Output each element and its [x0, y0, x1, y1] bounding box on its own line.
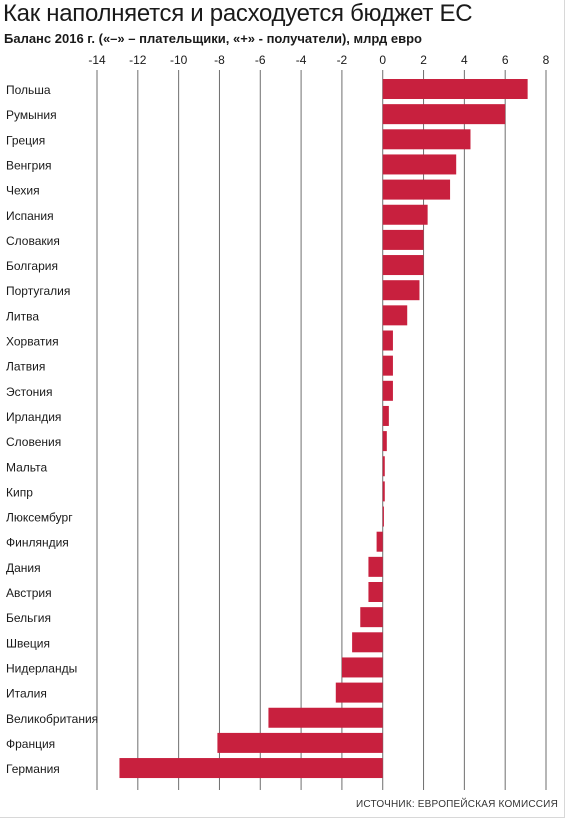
x-tick-label: -14 — [88, 53, 106, 67]
x-tick-label: -4 — [296, 53, 307, 67]
source-note: ИСТОЧНИК: ЕВРОПЕЙСКАЯ КОМИССИЯ — [356, 799, 558, 810]
grid-lines — [96, 70, 547, 790]
category-label: Греция — [6, 133, 45, 147]
x-tick-label: -2 — [337, 53, 348, 67]
bars — [119, 79, 528, 779]
x-tick-label: 2 — [420, 53, 427, 67]
category-label: Дания — [6, 561, 41, 575]
category-label: Словения — [6, 435, 61, 449]
category-label: Бельгия — [6, 611, 51, 625]
category-label: Нидерланды — [6, 661, 77, 675]
category-label: Ирландия — [6, 410, 61, 424]
x-tick-label: 6 — [502, 53, 509, 67]
bar — [382, 330, 393, 351]
bar — [360, 607, 383, 628]
category-label: Литва — [6, 309, 39, 323]
x-tick-label: -6 — [255, 53, 266, 67]
category-label: Испания — [6, 209, 54, 223]
category-label: Хорватия — [6, 335, 59, 349]
category-label: Люксембург — [6, 511, 73, 525]
bar — [382, 355, 393, 376]
category-label: Кипр — [6, 485, 33, 499]
bar — [382, 305, 408, 326]
bar — [352, 632, 383, 653]
bar — [382, 456, 385, 477]
bar — [382, 405, 389, 426]
chart-subtitle: Баланс 2016 г. («–» – плательщики, «+» -… — [4, 31, 422, 46]
x-tick-label: 4 — [461, 53, 468, 67]
bar — [382, 129, 471, 150]
bar — [382, 481, 385, 502]
bar — [382, 280, 420, 301]
bar — [382, 506, 384, 527]
x-tick-label: -10 — [170, 53, 188, 67]
category-label: Франция — [6, 737, 55, 751]
bar — [382, 79, 528, 99]
category-label: Португалия — [6, 284, 70, 298]
bar — [368, 556, 383, 577]
category-label: Финляндия — [6, 536, 69, 550]
x-tick-label: -8 — [214, 53, 225, 67]
x-tick-label: -12 — [129, 53, 147, 67]
category-label: Германия — [6, 762, 60, 776]
bar — [382, 204, 428, 225]
category-label: Венгрия — [6, 158, 52, 172]
bar — [382, 179, 451, 200]
category-label: Польша — [6, 83, 51, 97]
bar — [341, 657, 383, 678]
category-label: Чехия — [6, 184, 40, 198]
bar — [217, 732, 383, 753]
category-label: Великобритания — [6, 712, 98, 726]
category-label: Эстония — [6, 385, 53, 399]
category-label: Словакия — [6, 234, 60, 248]
bar — [119, 758, 383, 779]
bar — [382, 154, 457, 175]
bar — [382, 380, 393, 401]
category-label: Болгария — [6, 259, 58, 273]
category-label: Италия — [6, 687, 47, 701]
bar — [382, 104, 506, 125]
bar — [368, 582, 383, 602]
category-label: Австрия — [6, 586, 52, 600]
category-label: Мальта — [6, 460, 47, 474]
category-label: Латвия — [6, 360, 45, 374]
bar — [382, 255, 424, 276]
bar — [376, 531, 383, 552]
category-label: Швеция — [6, 636, 50, 650]
x-tick-label: 0 — [379, 53, 386, 67]
bar — [335, 682, 383, 703]
bar — [268, 707, 383, 728]
category-label: Румыния — [6, 108, 57, 122]
category-labels: Польша Румыния Греция Венгрия Чехия Испания Сл… — [6, 83, 98, 776]
bar — [382, 229, 424, 250]
bar — [382, 431, 387, 452]
x-tick-labels: -14 -12 -10 -8 -6 -4 -2 0 2 4 6 8 — [88, 53, 549, 67]
chart-title: Как наполняется и расходуется бюджет ЕС — [3, 0, 473, 27]
x-tick-label: 8 — [543, 53, 550, 67]
